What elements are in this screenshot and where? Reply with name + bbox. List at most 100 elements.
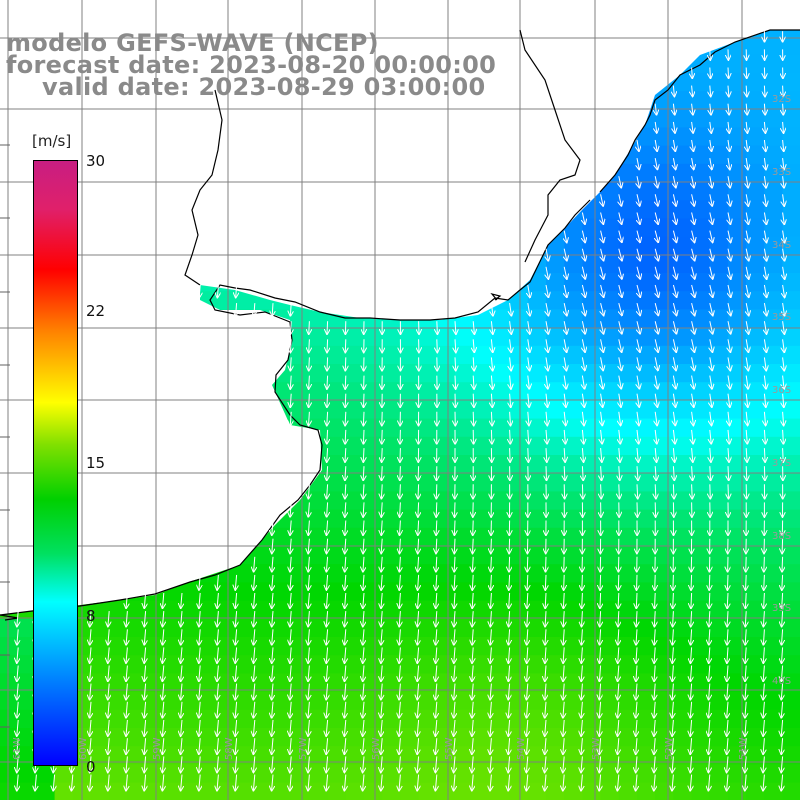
wind-speed-cell	[527, 673, 547, 693]
wind-arrow	[637, 302, 640, 315]
wind-arrow	[236, 303, 237, 316]
wind-arrow	[710, 484, 711, 498]
wind-arrow	[581, 665, 582, 682]
wind-speed-cell	[746, 364, 765, 383]
wind-speed-cell	[782, 782, 800, 800]
wind-speed-cell	[637, 345, 656, 365]
wind-speed-cell	[254, 782, 274, 800]
wind-speed-cell	[746, 764, 765, 784]
wind-speed-cell	[418, 364, 438, 383]
wind-arrow	[564, 448, 565, 462]
wind-arrow	[655, 284, 658, 297]
wind-arrow	[363, 466, 364, 480]
wind-arrow	[290, 375, 291, 389]
wind-arrow	[746, 466, 747, 480]
wind-speed-cell	[655, 182, 674, 201]
wind-arrow	[619, 411, 621, 426]
wind-speed-cell	[382, 382, 401, 401]
wind-speed-cell	[655, 400, 674, 420]
wind-speed-cell	[782, 691, 800, 711]
wind-speed-cell	[746, 200, 765, 219]
wind-arrow	[655, 212, 658, 225]
wind-speed-cell	[637, 782, 656, 800]
wind-speed-cell	[637, 418, 656, 438]
wind-arrow	[290, 701, 291, 718]
wind-speed-cell	[728, 673, 747, 693]
wind-arrow	[144, 683, 145, 700]
wind-arrow	[655, 411, 657, 426]
wind-arrow	[272, 665, 273, 682]
wind-speed-cell	[564, 600, 583, 620]
wind-arrow	[582, 592, 583, 608]
wind-speed-cell	[236, 764, 256, 784]
wind-arrow	[727, 647, 728, 663]
wind-speed-cell	[728, 254, 747, 274]
wind-speed-cell	[673, 418, 693, 438]
wind-arrow	[454, 683, 455, 700]
wind-speed-cell	[564, 309, 583, 329]
wind-arrow	[455, 502, 456, 516]
wind-speed-cell	[637, 564, 656, 583]
wind-arrow	[181, 683, 182, 700]
wind-arrow	[710, 49, 711, 59]
wind-speed-cell	[673, 564, 693, 583]
wind-speed-cell	[18, 764, 37, 784]
wind-speed-cell	[582, 564, 602, 583]
wind-arrow	[764, 194, 766, 206]
wind-arrow	[599, 665, 600, 682]
wind-arrow	[781, 774, 782, 791]
wind-arrow	[508, 665, 509, 682]
wind-arrow	[692, 121, 694, 133]
wind-arrow	[564, 357, 566, 370]
wind-speed-cell	[600, 473, 620, 492]
wind-arrow	[710, 212, 713, 225]
wind-arrow	[363, 701, 364, 718]
wind-speed-cell	[582, 637, 602, 656]
wind-speed-cell	[618, 400, 638, 420]
wind-arrow	[454, 665, 455, 682]
wind-speed-cell	[637, 200, 656, 219]
wind-arrow	[472, 629, 473, 644]
wind-arrow	[308, 719, 309, 736]
wind-speed-cell	[782, 728, 800, 747]
wind-arrow	[490, 611, 491, 626]
wind-arrow	[108, 756, 109, 772]
wind-speed-cell	[709, 709, 729, 729]
wind-speed-cell	[782, 163, 800, 183]
wind-arrow	[564, 321, 567, 334]
wind-arrow	[617, 774, 618, 791]
wind-arrow	[528, 393, 529, 407]
wind-arrow	[673, 194, 676, 206]
wind-speed-cell	[527, 691, 547, 711]
wind-speed-cell	[655, 564, 674, 583]
wind-speed-cell	[764, 291, 784, 310]
wind-speed-cell	[655, 364, 674, 383]
wind-arrow	[272, 574, 273, 590]
wind-arrow	[162, 647, 163, 663]
wind-arrow	[728, 67, 729, 79]
colorbar-tick-15: 15	[86, 454, 106, 472]
wind-speed-cell	[546, 436, 565, 456]
wind-arrow	[436, 502, 437, 516]
wind-arrow	[290, 647, 291, 663]
wind-speed-cell	[691, 91, 711, 110]
wind-speed-cell	[618, 418, 638, 438]
wind-arrow	[327, 375, 328, 389]
wind-arrow	[199, 665, 200, 682]
wind-speed-cell	[764, 455, 784, 474]
wind-arrow	[327, 448, 328, 462]
wind-arrow	[728, 85, 729, 97]
wind-arrow	[546, 284, 548, 297]
wind-speed-cell	[564, 254, 583, 274]
wind-arrow	[254, 556, 255, 572]
wind-arrow	[436, 611, 437, 626]
wind-speed-cell	[418, 728, 438, 747]
wind-arrow	[619, 284, 622, 297]
wind-speed-cell	[673, 691, 693, 711]
wind-speed-cell	[655, 691, 674, 711]
wind-speed-cell	[455, 509, 474, 529]
wind-speed-cell	[546, 764, 565, 784]
wind-arrow	[436, 556, 437, 572]
wind-arrow	[637, 176, 639, 187]
wind-arrow	[199, 284, 200, 297]
